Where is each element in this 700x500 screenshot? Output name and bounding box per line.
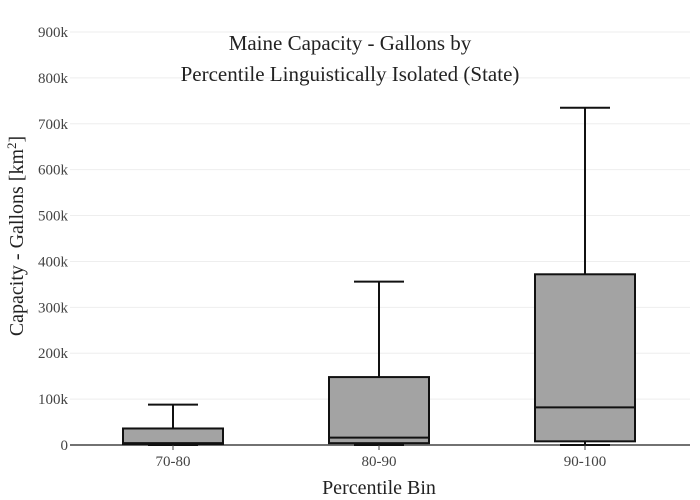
y-axis-label-main: Capacity - Gallons [km [6,149,28,337]
x-tick-label: 70-80 [156,454,191,470]
box-iqr [534,273,636,443]
box-90-100 [534,106,636,446]
y-tick-label: 700k [38,117,69,133]
chart-title-line-1: Maine Capacity - Gallons by [229,31,472,55]
y-tick-label: 0 [61,438,69,454]
gridlines [70,31,690,400]
box-70-80 [122,403,224,446]
x-axis-label: Percentile Bin [322,477,436,499]
y-tick-label: 800k [38,71,69,87]
boxes [122,106,636,446]
box-iqr [328,376,430,445]
x-axis-ticks: 70-80 80-90 90-100 [156,445,607,470]
y-axis-label-superscript: 2 [4,142,19,149]
x-tick-label: 80-90 [362,454,397,470]
y-tick-label: 400k [38,254,69,270]
y-axis-label: Capacity - Gallons [km2] [4,136,29,336]
y-tick-label: 500k [38,209,69,225]
y-axis-label-end: ] [6,136,28,143]
y-tick-label: 100k [38,392,69,408]
y-tick-label: 900k [38,25,69,41]
y-tick-label: 300k [38,300,69,316]
box-80-90 [328,280,430,446]
y-tick-label: 200k [38,346,69,362]
x-tick-label: 90-100 [564,454,607,470]
box-iqr [122,427,224,446]
y-tick-label: 600k [38,163,69,179]
chart-title-line-2: Percentile Linguistically Isolated (Stat… [181,62,520,86]
y-axis-ticks: 0 100k 200k 300k 400k 500k 600k 700k 800k 900k [38,25,69,454]
